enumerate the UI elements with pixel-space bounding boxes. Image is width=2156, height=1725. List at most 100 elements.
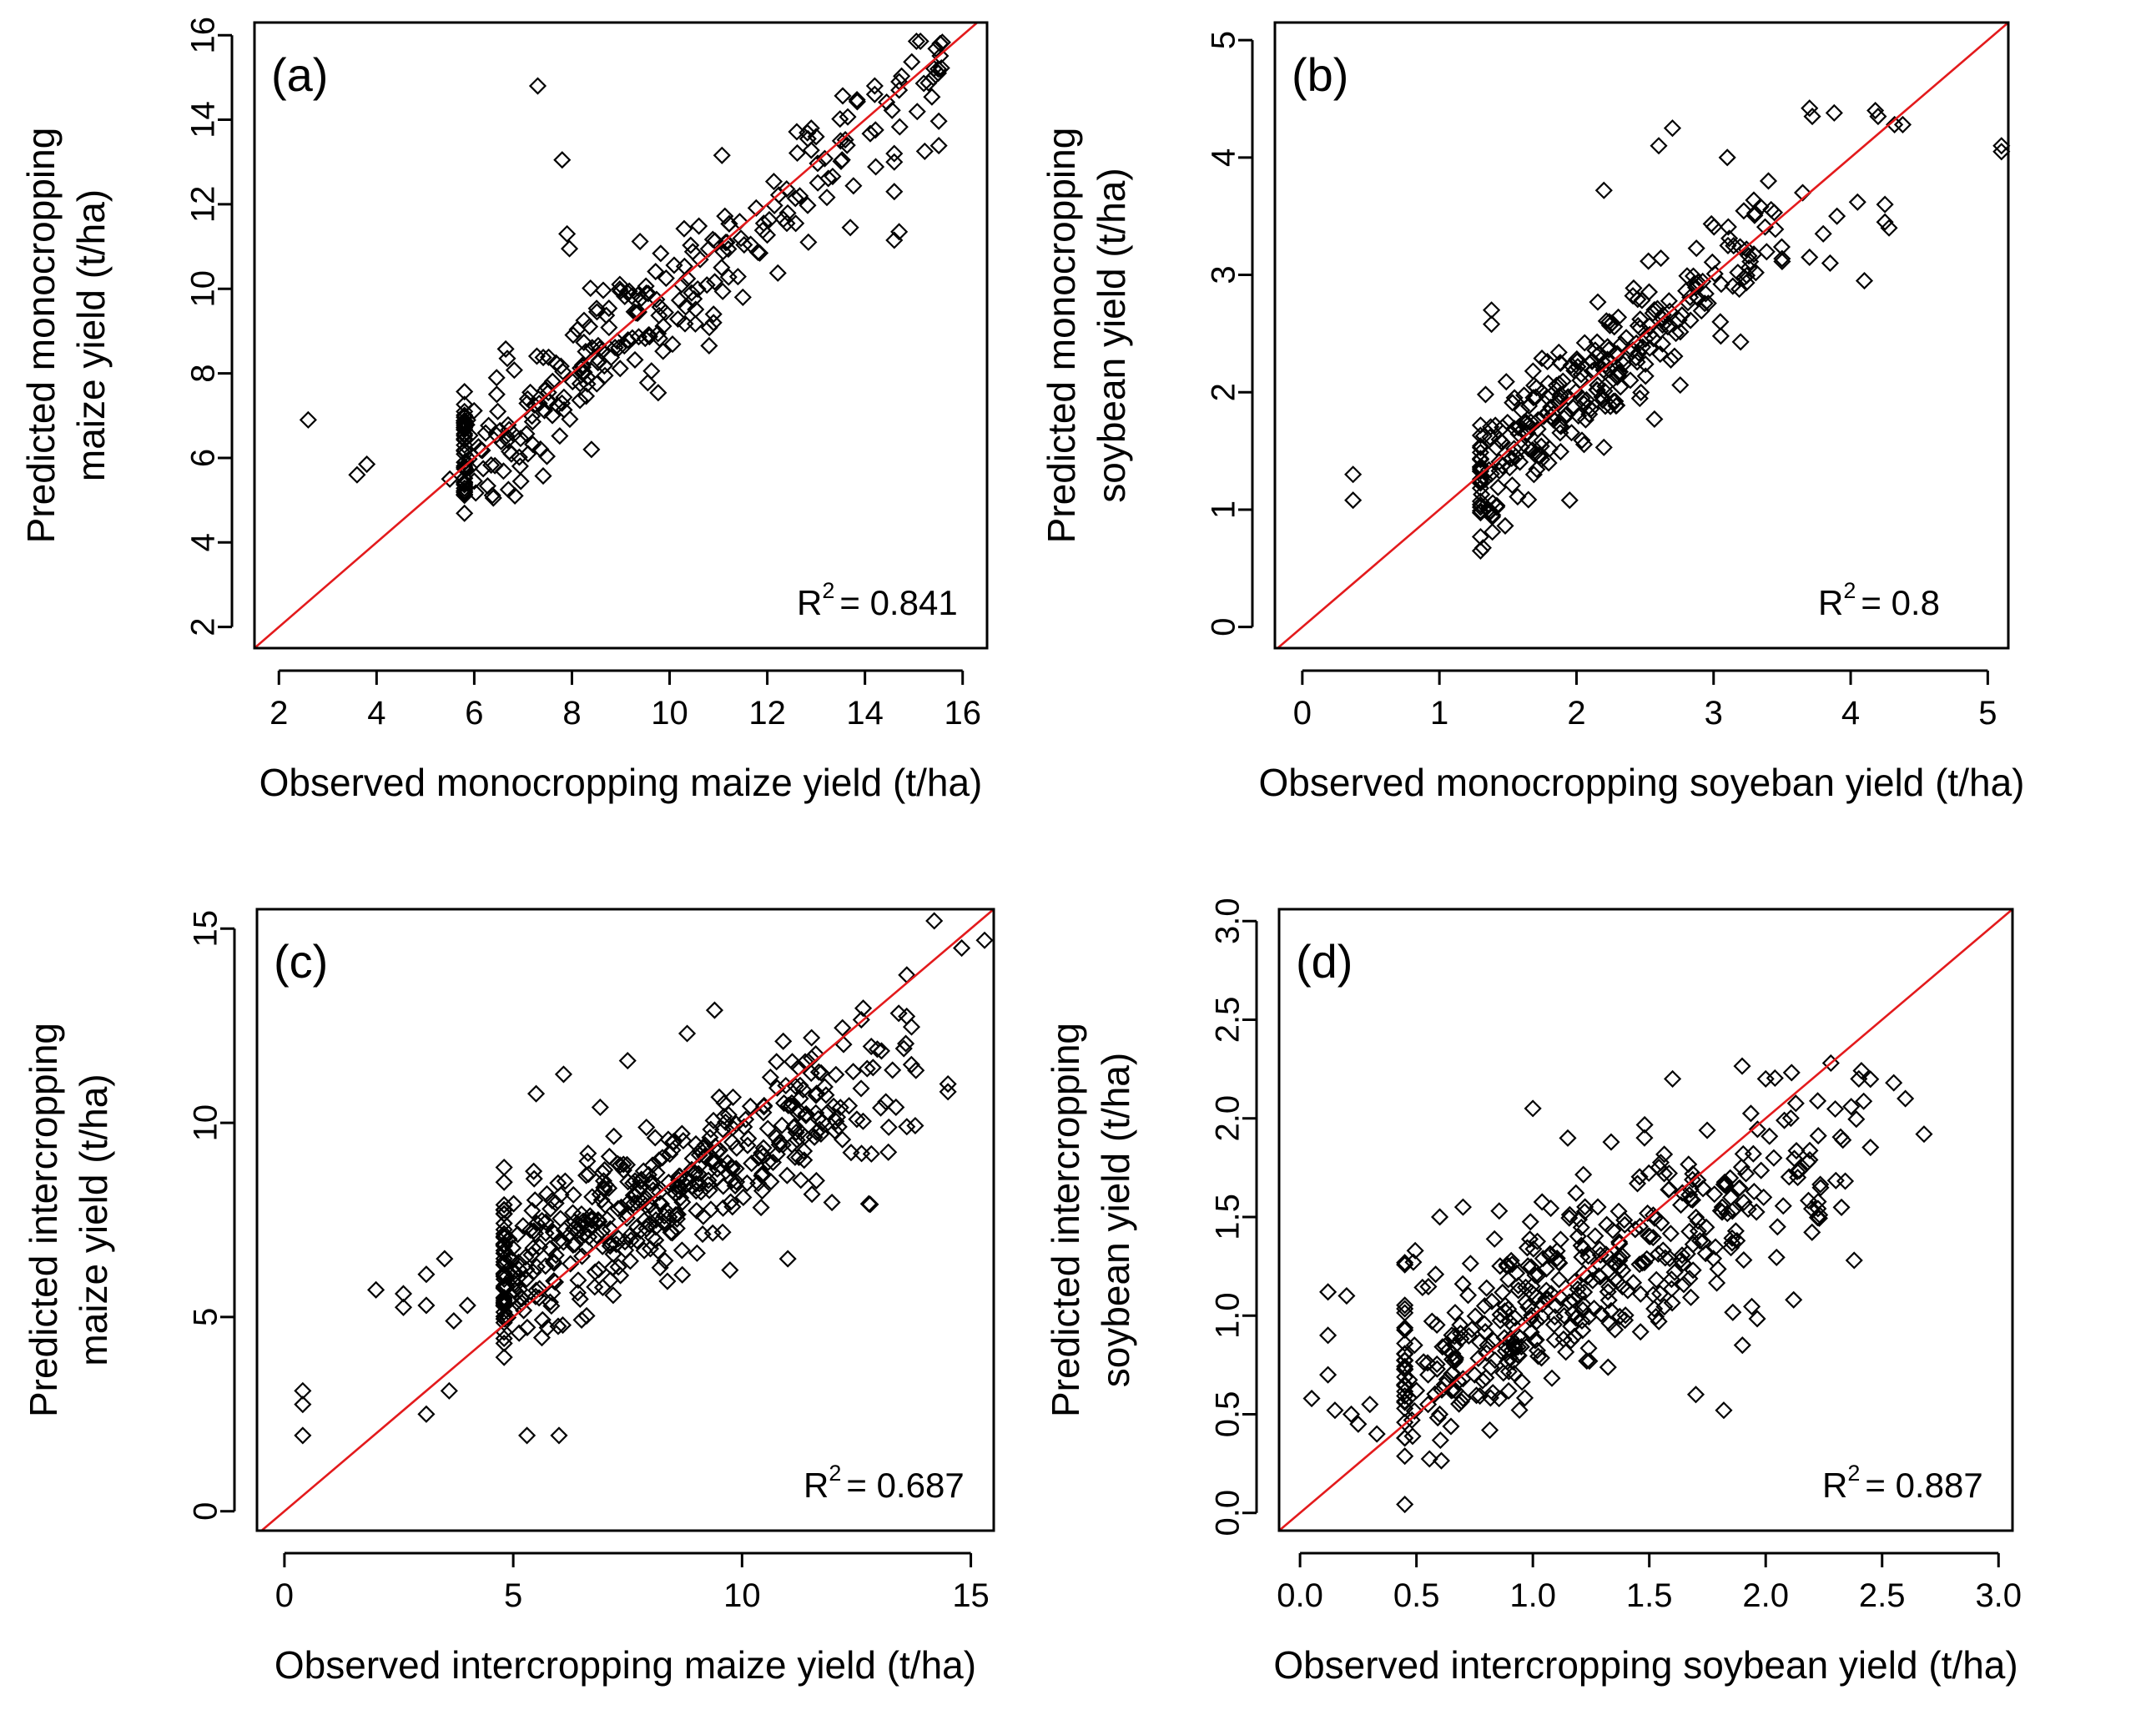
data-point <box>526 1191 544 1210</box>
data-point <box>632 1170 651 1189</box>
data-point <box>1592 1305 1610 1323</box>
y-tick-label: 8 <box>185 364 222 382</box>
data-point <box>1574 1165 1593 1184</box>
y-axis-title-line2-c: maize yield (t/ha) <box>72 1074 115 1365</box>
data-point <box>649 1242 667 1260</box>
data-point <box>550 1426 568 1445</box>
data-point <box>1686 1386 1705 1404</box>
data-point <box>538 1319 557 1337</box>
data-point <box>596 366 614 385</box>
data-point <box>647 1218 665 1236</box>
data-point <box>1542 1199 1560 1218</box>
data-point <box>1467 1386 1486 1405</box>
data-point <box>1439 1341 1458 1360</box>
x-tick-label: 14 <box>846 695 884 732</box>
data-point <box>803 1028 821 1047</box>
data-point <box>723 1158 741 1176</box>
data-point <box>1509 1346 1528 1365</box>
data-point <box>1576 410 1594 429</box>
data-point <box>639 1165 657 1184</box>
r-squared-symbol-c: R <box>803 1466 829 1505</box>
data-point <box>1992 137 2011 155</box>
data-point <box>1746 264 1765 282</box>
data-point <box>1737 274 1756 292</box>
data-point <box>1414 1353 1433 1371</box>
data-point <box>1748 1120 1766 1139</box>
data-point <box>1475 1315 1494 1333</box>
data-point <box>1557 1343 1575 1361</box>
data-point <box>879 1118 898 1136</box>
data-point <box>1485 1230 1504 1248</box>
data-point <box>604 1286 622 1305</box>
data-point <box>885 231 904 249</box>
data-point <box>1663 1294 1681 1312</box>
data-point <box>1517 1293 1535 1311</box>
data-point <box>770 1135 788 1154</box>
data-point <box>367 1280 385 1299</box>
data-point <box>1615 1215 1634 1234</box>
data-point <box>554 362 572 381</box>
data-point <box>1594 438 1613 456</box>
x-axis-title-c: Observed intercropping maize yield (t/ha… <box>275 1643 976 1687</box>
data-point <box>510 448 528 466</box>
data-point <box>1809 1199 1827 1218</box>
data-point <box>1702 214 1720 233</box>
data-point <box>1420 1450 1438 1468</box>
data-point <box>531 440 550 459</box>
data-point <box>1560 1293 1579 1311</box>
data-point <box>834 1035 853 1054</box>
data-point <box>1548 1249 1566 1268</box>
data-point <box>602 1235 620 1253</box>
data-point <box>1521 418 1539 436</box>
data-point <box>1845 1251 1863 1270</box>
data-point <box>1568 352 1586 370</box>
data-point <box>1650 1312 1668 1330</box>
data-point <box>805 1128 824 1146</box>
y-axis-title-line1-b: Predicted monocropping <box>1040 128 1083 544</box>
data-point <box>1735 1193 1753 1211</box>
identity-line-c <box>260 908 995 1531</box>
data-point <box>1574 1295 1592 1314</box>
data-point <box>1598 1215 1616 1234</box>
data-point <box>1524 362 1542 380</box>
data-point <box>1640 1164 1658 1182</box>
data-point <box>1826 1099 1845 1119</box>
data-point <box>1579 1308 1598 1326</box>
data-point <box>608 1154 627 1173</box>
data-point <box>587 375 606 393</box>
data-point <box>1513 401 1531 420</box>
data-point <box>1786 1094 1805 1113</box>
data-point <box>848 1110 866 1129</box>
data-point <box>728 268 747 286</box>
data-point <box>569 1271 587 1290</box>
data-point <box>651 1259 669 1277</box>
data-point <box>573 358 592 376</box>
data-point <box>1530 447 1549 465</box>
data-point <box>495 1310 513 1328</box>
data-point <box>1544 1315 1564 1334</box>
data-point <box>861 124 879 143</box>
data-point <box>877 1093 895 1111</box>
data-point <box>732 229 750 248</box>
data-point <box>1489 478 1508 496</box>
data-point <box>495 1173 513 1191</box>
data-point <box>1471 450 1490 468</box>
data-point <box>932 58 950 78</box>
data-point <box>824 167 842 186</box>
data-point <box>1885 1074 1903 1092</box>
data-point <box>696 1147 714 1165</box>
data-point <box>1471 541 1490 560</box>
data-point <box>1809 1193 1827 1211</box>
data-point <box>1639 1204 1657 1223</box>
data-point <box>1803 1223 1821 1241</box>
data-point <box>808 154 827 173</box>
data-point <box>1655 1298 1674 1316</box>
data-point <box>721 1261 739 1280</box>
data-point <box>1866 101 1885 120</box>
data-point <box>348 465 366 484</box>
identity-line-a <box>254 22 979 649</box>
data-point <box>511 457 529 475</box>
data-point <box>1645 410 1664 429</box>
plot-frame-b <box>1273 21 2010 650</box>
data-point <box>1483 508 1502 526</box>
